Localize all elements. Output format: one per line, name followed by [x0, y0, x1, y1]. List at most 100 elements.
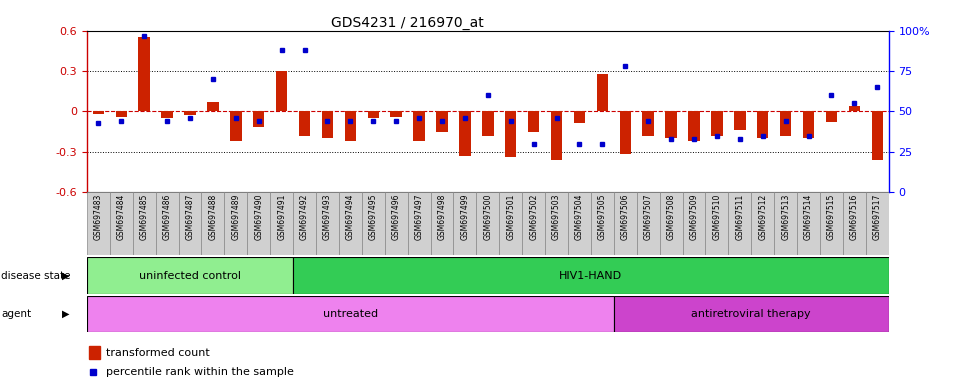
FancyBboxPatch shape	[293, 192, 316, 255]
Text: ▶: ▶	[62, 309, 70, 319]
FancyBboxPatch shape	[408, 192, 431, 255]
FancyBboxPatch shape	[384, 192, 408, 255]
Text: GSM697485: GSM697485	[140, 194, 149, 240]
Bar	[871, 111, 883, 160]
Bar	[207, 102, 218, 111]
Text: GSM697494: GSM697494	[346, 194, 355, 240]
Bar	[413, 111, 425, 141]
Bar	[826, 111, 838, 122]
Bar	[93, 111, 104, 114]
Text: GSM697491: GSM697491	[277, 194, 286, 240]
Text: ▶: ▶	[62, 270, 70, 281]
FancyBboxPatch shape	[820, 192, 843, 255]
Bar	[138, 38, 150, 111]
Text: GSM697497: GSM697497	[414, 194, 424, 240]
Text: HIV1-HAND: HIV1-HAND	[559, 270, 622, 281]
FancyBboxPatch shape	[523, 192, 545, 255]
Bar	[459, 111, 470, 156]
Text: GSM697488: GSM697488	[209, 194, 217, 240]
Text: GSM697511: GSM697511	[735, 194, 745, 240]
Text: GSM697516: GSM697516	[850, 194, 859, 240]
Bar	[734, 111, 746, 130]
FancyBboxPatch shape	[132, 192, 156, 255]
Text: GSM697512: GSM697512	[758, 194, 767, 240]
Bar	[619, 111, 631, 154]
Bar	[780, 111, 791, 136]
Bar	[230, 111, 242, 141]
Text: GSM697490: GSM697490	[254, 194, 264, 240]
Text: disease state: disease state	[1, 270, 71, 281]
FancyBboxPatch shape	[591, 192, 613, 255]
Text: GSM697484: GSM697484	[117, 194, 126, 240]
Text: GSM697489: GSM697489	[231, 194, 241, 240]
FancyBboxPatch shape	[247, 192, 270, 255]
Text: GSM697499: GSM697499	[461, 194, 469, 240]
Bar	[276, 71, 288, 111]
Text: GSM697517: GSM697517	[872, 194, 882, 240]
Text: GSM697493: GSM697493	[323, 194, 332, 240]
FancyBboxPatch shape	[293, 257, 889, 294]
FancyBboxPatch shape	[110, 192, 132, 255]
Text: GSM697486: GSM697486	[162, 194, 172, 240]
Text: GSM697483: GSM697483	[94, 194, 103, 240]
FancyBboxPatch shape	[453, 192, 476, 255]
FancyBboxPatch shape	[156, 192, 179, 255]
Bar	[367, 111, 379, 118]
Bar	[642, 111, 654, 136]
Bar	[597, 74, 609, 111]
Bar	[253, 111, 265, 127]
FancyBboxPatch shape	[87, 257, 293, 294]
Bar	[803, 111, 814, 138]
FancyBboxPatch shape	[613, 296, 889, 332]
Bar	[298, 111, 310, 136]
Title: GDS4231 / 216970_at: GDS4231 / 216970_at	[331, 16, 484, 30]
Bar	[90, 346, 100, 359]
Bar	[574, 111, 585, 124]
Bar	[437, 111, 448, 131]
FancyBboxPatch shape	[637, 192, 660, 255]
Bar	[345, 111, 356, 141]
FancyBboxPatch shape	[545, 192, 568, 255]
FancyBboxPatch shape	[728, 192, 752, 255]
FancyBboxPatch shape	[705, 192, 728, 255]
Text: GSM697487: GSM697487	[185, 194, 194, 240]
Text: GSM697504: GSM697504	[575, 194, 584, 240]
Text: GSM697508: GSM697508	[667, 194, 675, 240]
FancyBboxPatch shape	[752, 192, 774, 255]
FancyBboxPatch shape	[270, 192, 293, 255]
Bar	[116, 111, 128, 117]
Bar	[161, 111, 173, 118]
Text: GSM697505: GSM697505	[598, 194, 607, 240]
Bar	[711, 111, 723, 136]
FancyBboxPatch shape	[316, 192, 339, 255]
FancyBboxPatch shape	[843, 192, 866, 255]
Bar	[527, 111, 539, 131]
FancyBboxPatch shape	[87, 296, 613, 332]
Text: uninfected control: uninfected control	[139, 270, 242, 281]
FancyBboxPatch shape	[179, 192, 202, 255]
Text: GSM697513: GSM697513	[781, 194, 790, 240]
FancyBboxPatch shape	[499, 192, 523, 255]
Text: GSM697503: GSM697503	[552, 194, 561, 240]
FancyBboxPatch shape	[613, 192, 637, 255]
FancyBboxPatch shape	[224, 192, 247, 255]
Bar	[185, 111, 196, 115]
Text: GSM697507: GSM697507	[643, 194, 653, 240]
FancyBboxPatch shape	[683, 192, 705, 255]
FancyBboxPatch shape	[774, 192, 797, 255]
Text: GSM697515: GSM697515	[827, 194, 836, 240]
Bar	[757, 111, 768, 138]
Text: GSM697500: GSM697500	[483, 194, 493, 240]
Bar	[322, 111, 333, 138]
Text: GSM697509: GSM697509	[690, 194, 698, 240]
Bar	[551, 111, 562, 160]
Bar	[390, 111, 402, 117]
FancyBboxPatch shape	[476, 192, 499, 255]
Bar	[505, 111, 517, 157]
FancyBboxPatch shape	[797, 192, 820, 255]
Text: agent: agent	[1, 309, 31, 319]
Text: untreated: untreated	[323, 309, 378, 319]
Text: GSM697495: GSM697495	[369, 194, 378, 240]
FancyBboxPatch shape	[431, 192, 453, 255]
Bar	[688, 111, 699, 141]
